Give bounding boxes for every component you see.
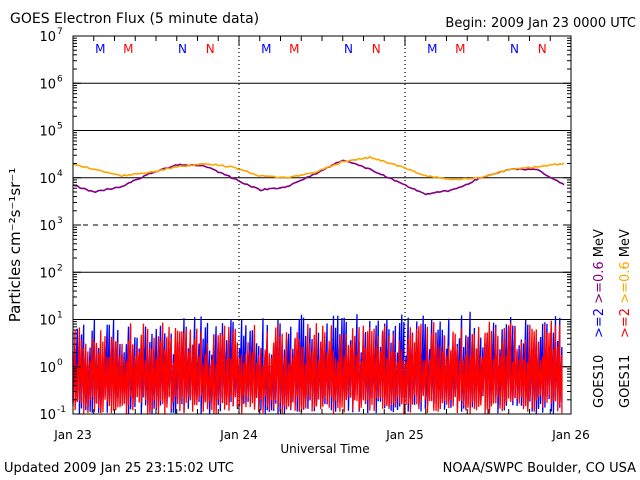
y-tick-exponent: 0 bbox=[57, 358, 63, 368]
y-tick-exponent: 7 bbox=[57, 27, 63, 37]
marker-n: N bbox=[178, 42, 187, 56]
axis-ticks bbox=[72, 35, 572, 415]
chart-title: GOES Electron Flux (5 minute data) bbox=[10, 11, 259, 27]
legend-entries: >=2 >=0.6 MeV bbox=[618, 229, 633, 338]
legend-entry: >=0.6 bbox=[592, 261, 607, 308]
x-tick-label: Jan 23 bbox=[53, 428, 92, 442]
x-tick-label: Jan 26 bbox=[551, 428, 590, 442]
y-tick-label: 10 bbox=[39, 172, 56, 187]
legend-entry: >=2 bbox=[618, 308, 633, 338]
x-tick-label: Jan 25 bbox=[385, 428, 424, 442]
series-line bbox=[72, 155, 565, 181]
y-tick-label: 10 bbox=[39, 266, 56, 281]
y-tick-label: 10 bbox=[39, 77, 56, 92]
legend-entry: MeV bbox=[592, 229, 607, 261]
legend-entry: >=0.6 bbox=[618, 261, 633, 308]
legend-entry: MeV bbox=[618, 229, 633, 261]
legend-entry: >=2 bbox=[592, 308, 607, 338]
marker-n: N bbox=[538, 42, 547, 56]
y-tick-label: 10 bbox=[39, 219, 56, 234]
y-tick-exponent: 2 bbox=[57, 263, 63, 273]
spike-series bbox=[72, 311, 563, 415]
flux-lines bbox=[72, 155, 565, 196]
marker-m: M bbox=[123, 42, 133, 56]
y-tick-label: 10 bbox=[39, 125, 56, 140]
marker-m: M bbox=[261, 42, 271, 56]
x-axis-label: Universal Time bbox=[280, 442, 369, 456]
y-axis-label: Particles cm⁻²s⁻¹sr⁻¹ bbox=[6, 168, 24, 322]
marker-m: M bbox=[289, 42, 299, 56]
y-tick-label: 10 bbox=[39, 314, 56, 329]
marker-m: M bbox=[95, 42, 105, 56]
y-tick-exponent: 5 bbox=[57, 122, 63, 132]
marker-n: N bbox=[510, 42, 519, 56]
y-tick-label: 10 bbox=[39, 408, 56, 423]
y-tick-exponent: 6 bbox=[57, 74, 63, 84]
y-tick-exponent: 4 bbox=[57, 169, 63, 179]
marker-n: N bbox=[206, 42, 215, 56]
legend-satellite: GOES10 bbox=[592, 355, 607, 408]
credit-text: NOAA/SWPC Boulder, CO USA bbox=[443, 461, 636, 476]
updated-text: Updated 2009 Jan 25 23:15:02 UTC bbox=[4, 461, 234, 476]
x-tick-labels: Jan 23 Jan 24 Jan 25 Jan 26 bbox=[53, 428, 590, 442]
x-tick-label: Jan 24 bbox=[219, 428, 258, 442]
marker-m: M bbox=[455, 42, 465, 56]
marker-n: N bbox=[372, 42, 381, 56]
y-tick-label: 10 bbox=[39, 361, 56, 376]
marker-m: M bbox=[427, 42, 437, 56]
y-tick-exponent: 1 bbox=[57, 311, 63, 321]
legend-entries: >=2 >=0.6 MeV bbox=[592, 229, 607, 338]
begin-date: Begin: 2009 Jan 23 0000 UTC bbox=[445, 16, 636, 31]
y-tick-exponent: -1 bbox=[57, 405, 66, 415]
marker-n: N bbox=[344, 42, 353, 56]
legend-satellite: GOES11 bbox=[618, 355, 633, 408]
grid bbox=[73, 82, 571, 368]
y-tick-label: 10 bbox=[39, 30, 56, 45]
y-tick-exponent: 3 bbox=[57, 216, 63, 226]
legend: GOES10 >=2 >=0.6 MeV GOES11 >=2 >=0.6 MeV bbox=[592, 229, 633, 408]
series-spikes bbox=[72, 320, 563, 415]
